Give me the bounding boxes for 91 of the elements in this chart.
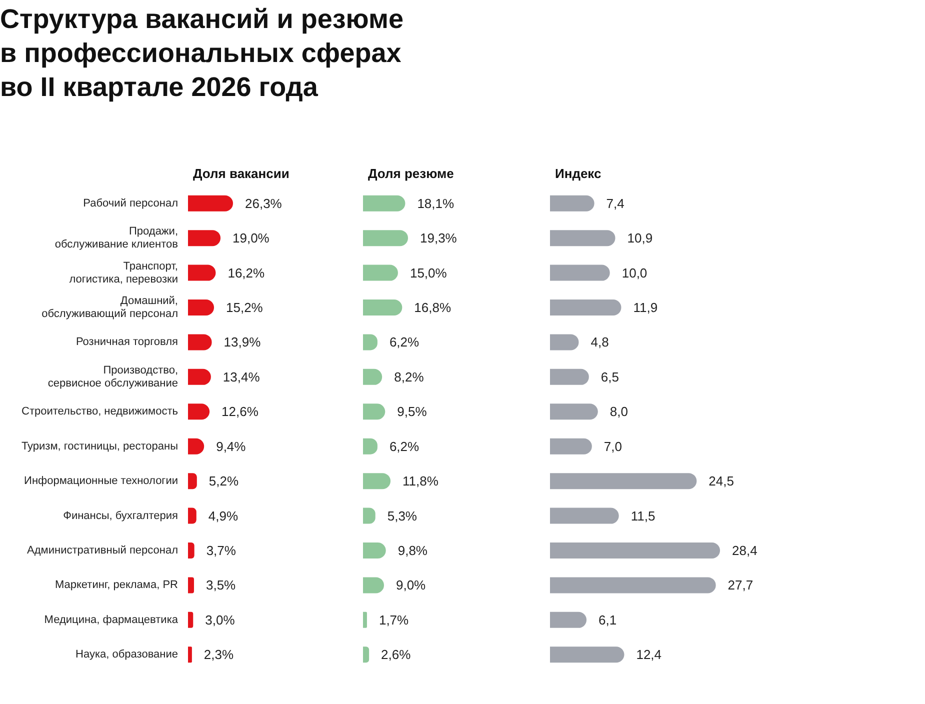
bar (550, 508, 619, 524)
bar (550, 473, 697, 490)
data-label: 16,2% (228, 265, 266, 280)
data-label: 2,6% (381, 647, 412, 662)
data-label: 12,4 (636, 647, 662, 662)
bar (363, 264, 398, 281)
bar (188, 230, 221, 246)
data-label: 10,9 (627, 230, 653, 246)
y-tick-label: Маркетинг, реклама, PR (54, 579, 178, 592)
bar (188, 542, 194, 558)
data-label: 9,8% (398, 543, 428, 558)
bar (363, 473, 391, 490)
data-label: 11,5 (630, 508, 656, 524)
data-label: 19,3% (420, 230, 458, 246)
data-label: 6,2% (389, 438, 420, 454)
y-tick-label: Административный персонал (27, 544, 178, 556)
y-tick-label: Информационные технологии (24, 475, 178, 488)
data-label: 19,0% (232, 230, 270, 246)
y-tick-label: Туризм, гостиницы, рестораны (21, 440, 178, 452)
y-tick-label: Наука, образование (76, 648, 178, 661)
data-label: 9,5% (397, 404, 428, 420)
bar (550, 646, 624, 663)
bar (550, 230, 616, 246)
data-label: 3,0% (205, 612, 236, 628)
data-label: 26,3% (245, 196, 282, 211)
data-label: 4,8 (590, 334, 609, 350)
data-label: 5,3% (387, 508, 418, 524)
bar (188, 508, 196, 524)
bar (188, 195, 233, 212)
data-label: 8,2% (394, 369, 424, 384)
data-label: 13,9% (224, 334, 262, 350)
bar (550, 195, 594, 212)
bar (363, 612, 367, 628)
bar (188, 264, 216, 281)
data-label: 11,8% (402, 474, 439, 489)
data-label: 16,8% (414, 300, 452, 315)
bar (550, 542, 720, 558)
y-tick-label: Финансы, бухгалтерия (63, 510, 178, 522)
data-label: 15,0% (410, 265, 448, 280)
data-label: 6,1 (598, 612, 617, 628)
data-label: 10,0 (622, 265, 648, 280)
data-label: 3,5% (206, 578, 236, 593)
bar (188, 612, 194, 628)
data-label: 7,4 (606, 196, 624, 211)
bar (550, 404, 598, 420)
data-label: 4,9% (208, 508, 238, 524)
y-tick-label: Строительство, недвижимость (22, 406, 178, 418)
data-label: 5,2% (208, 474, 239, 489)
data-label: 6,5 (600, 369, 619, 384)
bar (550, 438, 592, 454)
data-label: 9,0% (396, 578, 426, 593)
data-label: 27,7 (728, 578, 754, 593)
chart-title: Индекс (555, 166, 602, 181)
bar (188, 577, 194, 594)
data-label: 28,4 (732, 543, 758, 558)
data-label: 2,3% (204, 647, 234, 662)
data-label: 18,1% (417, 196, 455, 211)
data-label: 11,9 (633, 300, 658, 315)
bar (188, 300, 214, 316)
data-label: 15,2% (226, 300, 264, 315)
y-tick-label: Рабочий персонал (83, 197, 178, 210)
chart-title: Структура вакансий и резюме в профессиональных сферах во II квартале 2026 года (0, 3, 404, 104)
bar (188, 646, 192, 663)
data-label: 9,4% (216, 438, 246, 454)
chart-subtitle: Доля вакансии (193, 166, 290, 181)
y-tick-label: Продажи, обслуживание клиентов (54, 226, 178, 251)
data-label: 24,5 (708, 474, 734, 489)
bar (188, 473, 197, 490)
data-label: 8,0 (610, 404, 628, 420)
bar (550, 300, 622, 316)
y-tick-label: Производство, сервисное обслуживание (48, 364, 178, 390)
data-label: 3,7% (206, 543, 236, 558)
y-tick-label: Медицина, фармацевтика (44, 614, 179, 626)
bar (550, 577, 716, 594)
data-label: 13,4% (222, 369, 260, 384)
bar (550, 368, 589, 385)
bar (550, 612, 587, 628)
bar (363, 646, 370, 663)
bar (550, 334, 579, 350)
chart-title: Доля резюме (368, 166, 454, 181)
data-label: 12,6% (222, 404, 259, 420)
bar (550, 264, 610, 281)
data-label: 1,7% (378, 612, 410, 628)
bar (363, 300, 402, 316)
data-label: 6,2% (389, 334, 420, 350)
y-tick-label: Розничная торговля (76, 336, 178, 348)
y-tick-label: Транспорт, логистика, перевозки (69, 260, 178, 286)
y-tick-label: Домашний, обслуживающий персонал (42, 295, 178, 320)
bar (363, 230, 408, 246)
data-label: 7,0 (604, 438, 622, 454)
bar (363, 195, 406, 212)
